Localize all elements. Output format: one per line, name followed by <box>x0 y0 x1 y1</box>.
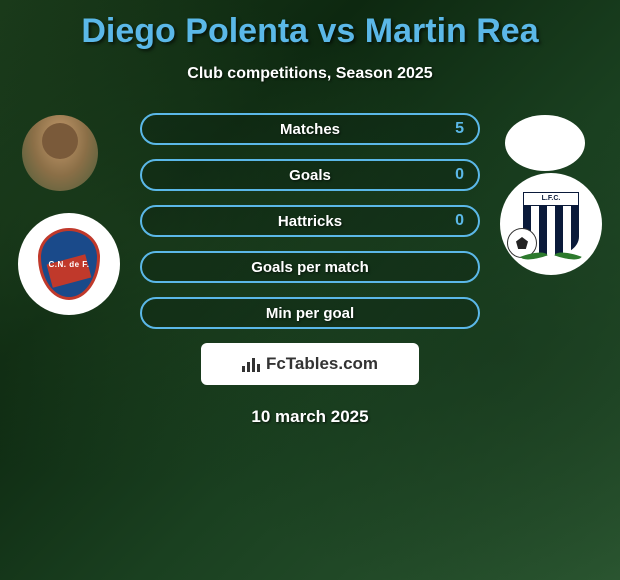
stat-label: Min per goal <box>266 305 354 322</box>
laurel-leaves-icon <box>521 246 581 260</box>
main-content: C.N. de F. L.F.C. Matches 5 Goals 0 Hatt… <box>0 113 620 427</box>
stat-label: Matches <box>280 121 340 138</box>
club-right-text: L.F.C. <box>523 192 579 206</box>
stat-row-matches: Matches 5 <box>140 113 480 145</box>
stat-row-min-per-goal: Min per goal <box>140 297 480 329</box>
stat-label: Hattricks <box>278 213 342 230</box>
stat-rows: Matches 5 Goals 0 Hattricks 0 Goals per … <box>140 113 480 329</box>
subtitle: Club competitions, Season 2025 <box>0 65 620 83</box>
fctables-text: FcTables.com <box>266 354 378 374</box>
stat-value-right: 0 <box>455 166 464 184</box>
bar-chart-icon <box>242 356 260 372</box>
club-badge-right: L.F.C. <box>500 173 602 275</box>
date-text: 10 march 2025 <box>0 407 620 427</box>
stat-row-goals: Goals 0 <box>140 159 480 191</box>
stat-value-right: 0 <box>455 212 464 230</box>
stat-label: Goals per match <box>251 259 369 276</box>
club-shield-left: C.N. de F. <box>38 228 100 300</box>
club-badge-left: C.N. de F. <box>18 213 120 315</box>
stat-label: Goals <box>289 167 331 184</box>
page-title: Diego Polenta vs Martin Rea <box>0 0 620 51</box>
fctables-attribution: FcTables.com <box>201 343 419 385</box>
club-left-text: C.N. de F. <box>48 260 89 269</box>
stat-row-hattricks: Hattricks 0 <box>140 205 480 237</box>
player-avatar-right <box>505 115 585 171</box>
player-avatar-left <box>22 115 98 191</box>
club-shield-right: L.F.C. <box>513 186 589 262</box>
stat-row-goals-per-match: Goals per match <box>140 251 480 283</box>
stat-value-right: 5 <box>455 120 464 138</box>
